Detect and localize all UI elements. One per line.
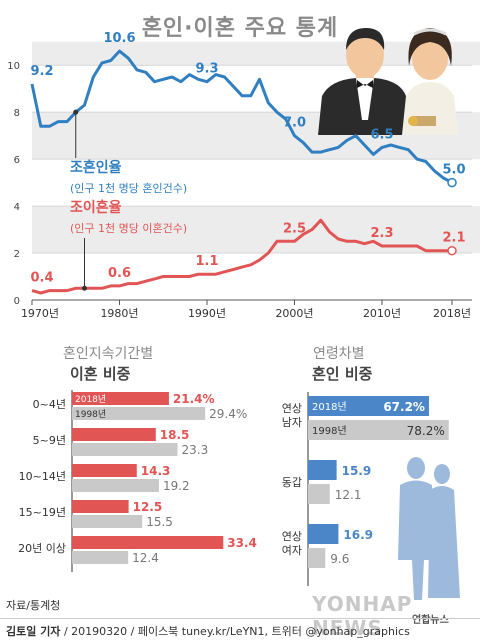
category-label: 여자: [282, 544, 302, 557]
bar-value-label: 18.5: [160, 428, 190, 442]
x-tick-label: 2018년: [433, 307, 471, 320]
bar-1998: [72, 479, 159, 492]
data-label: 0.6: [108, 266, 131, 281]
category-label: 10~14년: [19, 470, 66, 483]
leader-dot: [73, 109, 79, 115]
data-label: 0.4: [30, 271, 53, 286]
bar-value-label: 19.2: [163, 479, 190, 493]
data-label: 10.6: [103, 31, 135, 46]
bar-2018: [72, 428, 156, 441]
y-tick-label: 2: [14, 249, 20, 260]
bar-value-label: 12.4: [132, 551, 159, 565]
data-label: 2.5: [283, 221, 306, 236]
bar-value-label: 9.6: [330, 552, 349, 566]
bar-2018: [308, 460, 337, 480]
bar-1998: [308, 484, 330, 504]
y-tick-label: 10: [7, 61, 20, 72]
bar-value-label: 21.4%: [173, 392, 215, 406]
divorce-rate-line: [31, 218, 452, 295]
credit-details: / 20190320 / 페이스북 tuney.kr/LeYN1, 트위터 @y…: [63, 625, 410, 638]
bar-1998: [308, 548, 326, 568]
credit-author: 김토일 기자: [6, 625, 61, 638]
series-sub-label: (인구 1천 명당 이혼건수): [70, 221, 187, 235]
category-label: 연상: [282, 530, 302, 543]
data-label: 9.2: [30, 64, 53, 79]
y-tick-label: 8: [14, 108, 20, 119]
data-label: 1.1: [195, 254, 218, 269]
bar-value-label: 67.2%: [383, 400, 425, 414]
divorce-chart-subtitle: 혼인지속기간별: [63, 346, 154, 362]
series-legend-label: 1998년: [75, 409, 106, 420]
category-label: 남자: [282, 416, 302, 429]
bar-value-label: 33.4: [227, 536, 257, 550]
bar-1998: [72, 515, 143, 528]
category-label: 15~19년: [19, 506, 66, 519]
bar-value-label: 15.9: [342, 464, 372, 478]
data-label: 7.0: [283, 116, 306, 131]
category-label: 20년 이상: [18, 542, 66, 555]
bar-2018: [308, 396, 429, 416]
x-tick-label: 1980년: [100, 307, 138, 320]
category-label: 0~4년: [33, 398, 66, 411]
series-legend-label: 2018년: [312, 401, 347, 413]
category-label: 연상: [282, 402, 302, 415]
x-tick-label: 2010년: [363, 307, 401, 320]
leader-dot: [82, 285, 87, 291]
bar-value-label: 12.1: [335, 488, 362, 502]
data-label: 6.5: [370, 127, 393, 142]
marriage-chart-title: 혼인 비중: [312, 365, 373, 383]
bar-1998: [72, 443, 178, 456]
y-tick-label: 0: [14, 296, 20, 307]
bar-2018: [72, 500, 129, 513]
bar-2018: [72, 536, 224, 549]
bar-value-label: 14.3: [141, 464, 171, 478]
series-legend-label: 2018년: [75, 394, 106, 405]
bar-1998: [72, 407, 206, 420]
x-tick-label: 1970년: [21, 307, 59, 320]
series-sub-label: (인구 1천 명당 혼인건수): [70, 181, 187, 195]
bar-value-label: 78.2%: [407, 424, 445, 438]
y-tick-label: 6: [14, 155, 20, 166]
couple-silhouette: [398, 457, 460, 600]
series-name-label: 조혼인율: [70, 159, 122, 176]
end-point-marker: [447, 177, 457, 188]
watermark-yonhap: YONHAP NEWS: [312, 592, 413, 640]
bar-value-label: 23.3: [182, 443, 209, 457]
divorce-chart-title: 이혼 비중: [70, 365, 131, 383]
data-label: 9.3: [195, 62, 218, 77]
category-label: 동갑: [282, 476, 302, 489]
credit-line: 김토일 기자 / 20190320 / 페이스북 tuney.kr/LeYN1,…: [0, 618, 480, 640]
wedding-couple-illustration: [318, 28, 458, 135]
yonhap-logo: 연합뉴스: [412, 615, 449, 626]
bar-2018: [72, 392, 169, 405]
y-tick-label: 4: [14, 202, 20, 213]
marriage-chart-subtitle: 연령차별: [313, 346, 365, 362]
data-label: 5.0: [442, 163, 465, 178]
bar-2018: [72, 464, 137, 477]
bar-value-label: 29.4%: [209, 407, 247, 421]
category-label: 5~9년: [33, 434, 66, 447]
x-tick-label: 1990년: [188, 307, 226, 320]
bar-2018: [308, 524, 339, 544]
x-tick-label: 2000년: [275, 307, 313, 320]
series-name-label: 조이혼율: [70, 199, 122, 216]
bar-1998: [308, 420, 449, 440]
data-label: 2.1: [442, 231, 465, 246]
marriage-rate-line: [30, 49, 453, 184]
data-label: 2.3: [370, 226, 393, 241]
source-note: 자료/통계청: [6, 599, 61, 612]
page-title: 혼인·이혼 주요 통계: [141, 16, 339, 41]
bar-value-label: 16.9: [343, 528, 373, 542]
bar-1998: [72, 551, 129, 564]
bar-value-label: 12.5: [133, 500, 163, 514]
bar-value-label: 15.5: [146, 515, 173, 529]
series-legend-label: 1998년: [312, 425, 347, 437]
end-point-marker: [447, 245, 457, 256]
